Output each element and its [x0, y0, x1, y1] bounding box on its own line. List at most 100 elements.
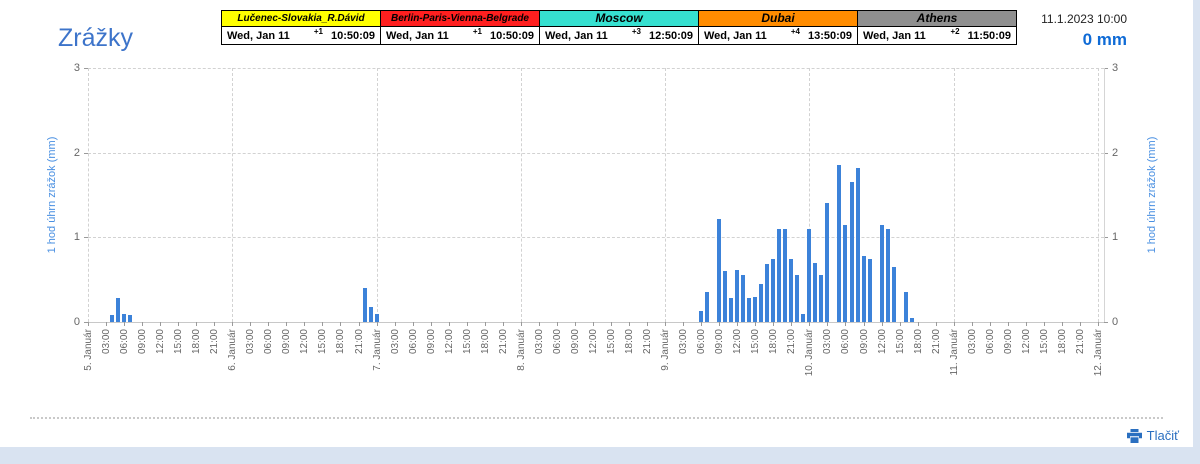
x-tick-mark — [376, 322, 378, 326]
clock-time-row: Wed, Jan 11 +4 13:50:09 — [698, 27, 858, 45]
x-tick-mark — [394, 322, 396, 326]
clock-date: Wed, Jan 11 — [386, 29, 449, 42]
x-tick-mark — [268, 322, 270, 326]
x-tick-mark — [719, 322, 721, 326]
clock-time-row: Wed, Jan 11 +1 10:50:09 — [380, 27, 540, 45]
h-gridline — [88, 237, 1104, 239]
x-tick-mark — [430, 322, 432, 326]
precipitation-bar — [879, 224, 884, 322]
x-tick-mark — [971, 322, 973, 326]
precipitation-bar — [723, 271, 728, 322]
precipitation-bar — [705, 292, 710, 322]
precipitation-bar — [699, 310, 704, 322]
precipitation-bar — [128, 315, 133, 322]
x-tick-label: 18:00 — [912, 329, 924, 355]
x-tick-mark — [881, 322, 883, 326]
x-tick-label: 15:00 — [894, 329, 906, 355]
precipitation-bar — [849, 182, 854, 322]
clock-date: Wed, Jan 11 — [704, 29, 767, 42]
x-tick-mark — [611, 322, 613, 326]
x-tick-mark — [845, 322, 847, 326]
x-tick-label: 12:00 — [299, 329, 311, 355]
x-tick-label: 12:00 — [732, 329, 744, 355]
clock-date: Wed, Jan 11 — [545, 29, 608, 42]
precipitation-bar — [735, 269, 740, 322]
x-tick-label: 09:00 — [569, 329, 581, 355]
precipitation-bar — [783, 228, 788, 322]
x-tick-label: 09:00 — [281, 329, 293, 355]
x-tick-mark — [773, 322, 775, 326]
x-tick-mark — [1079, 322, 1081, 326]
x-tick-label: 18:00 — [479, 329, 491, 355]
x-tick-label: 15:00 — [606, 329, 618, 355]
clock-time-row: Wed, Jan 11 +1 10:50:09 — [221, 27, 381, 45]
x-tick-label: 09:00 — [1002, 329, 1014, 355]
x-tick-label: 03:00 — [966, 329, 978, 355]
y-tick-mark — [1104, 152, 1108, 154]
y-tick-mark — [84, 68, 88, 69]
x-tick-label: 03:00 — [245, 329, 257, 355]
x-tick-label: 21:00 — [1074, 329, 1086, 355]
x-tick-mark — [791, 322, 793, 326]
precipitation-bar — [110, 315, 115, 322]
clock-time-value: 10:50:09 — [330, 29, 375, 42]
y-tick-label-right: 2 — [1112, 146, 1119, 159]
x-tick-label: 21:00 — [209, 329, 221, 355]
x-tick-mark — [106, 322, 108, 326]
x-tick-mark — [1043, 322, 1045, 326]
x-tick-mark — [647, 322, 649, 326]
x-tick-mark — [665, 322, 667, 326]
x-tick-mark — [827, 322, 829, 326]
x-tick-mark — [737, 322, 739, 326]
precipitation-bar — [891, 266, 896, 322]
x-tick-label: 7. Január — [371, 329, 383, 371]
x-tick-label: 03:00 — [389, 329, 401, 355]
x-tick-label: 06:00 — [263, 329, 275, 355]
x-tick-mark — [142, 322, 144, 326]
x-tick-mark — [899, 322, 901, 326]
print-button[interactable]: Tlačiť — [1126, 428, 1179, 443]
x-tick-label: 03:00 — [533, 329, 545, 355]
x-tick-label: 10. Január — [804, 329, 816, 377]
precipitation-bar — [843, 224, 848, 322]
x-tick-mark — [88, 322, 89, 326]
x-tick-mark — [160, 322, 162, 326]
x-tick-label: 18:00 — [768, 329, 780, 355]
h-gridline — [88, 152, 1104, 154]
x-tick-label: 8. Január — [515, 329, 527, 371]
day-gridline — [1097, 68, 1099, 322]
x-tick-label: 21:00 — [930, 329, 942, 355]
precipitation-bar — [837, 165, 842, 322]
x-tick-label: 09:00 — [137, 329, 149, 355]
x-tick-label: 11. Január — [948, 329, 960, 376]
precipitation-bar — [789, 258, 794, 322]
y-tick-mark — [84, 152, 88, 154]
precipitation-bar — [717, 218, 722, 322]
precipitation-bar — [759, 283, 764, 322]
y-tick-label-right: 3 — [1112, 62, 1119, 74]
x-tick-label: 21:00 — [786, 329, 798, 355]
clock-cell: Athens Wed, Jan 11 +2 11:50:09 — [857, 10, 1017, 45]
precipitation-bar — [729, 298, 734, 322]
y-tick-label-left: 0 — [73, 316, 80, 328]
x-tick-label: 12. Január — [1092, 329, 1104, 377]
x-tick-mark — [1097, 322, 1099, 326]
x-tick-label: 09:00 — [858, 329, 870, 355]
x-tick-label: 12:00 — [587, 329, 599, 355]
x-tick-mark — [629, 322, 631, 326]
x-tick-label: 15:00 — [173, 329, 185, 355]
precipitation-bar — [867, 258, 872, 322]
clock-cell: Dubai Wed, Jan 11 +4 13:50:09 — [698, 10, 858, 45]
x-tick-label: 06:00 — [696, 329, 708, 355]
x-tick-mark — [304, 322, 306, 326]
y-tick-mark — [84, 322, 88, 323]
y-tick-label-right: 1 — [1112, 231, 1119, 244]
clock-time-value: 10:50:09 — [489, 29, 534, 42]
page-title: Zrážky — [58, 24, 133, 52]
x-tick-mark — [124, 322, 126, 326]
x-tick-label: 18:00 — [624, 329, 636, 355]
x-tick-label: 18:00 — [1056, 329, 1068, 355]
x-tick-mark — [701, 322, 703, 326]
x-tick-label: 18:00 — [191, 329, 203, 355]
precipitation-bar — [813, 262, 818, 322]
